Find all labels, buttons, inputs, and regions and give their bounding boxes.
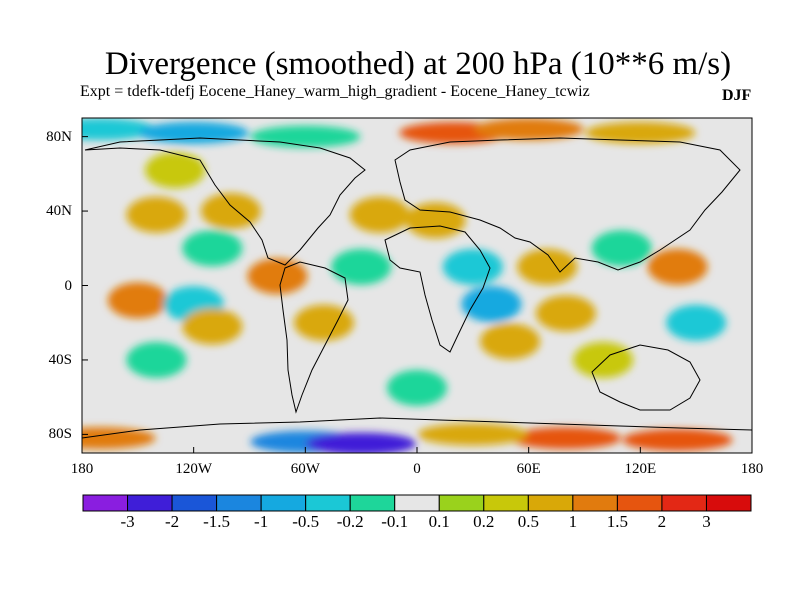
- colorbar-swatch: [572, 494, 618, 512]
- field-feature-0: [82, 118, 156, 141]
- colorbar-label: 0.2: [473, 512, 495, 531]
- colorbar-label: -0.5: [292, 512, 320, 531]
- field-feature-27: [126, 341, 187, 378]
- field-feature-24: [647, 248, 708, 285]
- field-feature-16: [349, 196, 410, 233]
- map-area: [82, 118, 752, 453]
- colorbar-label: 1: [568, 512, 578, 531]
- field-feature-20: [480, 323, 541, 360]
- lon-ticks: [81, 447, 753, 453]
- field-feature-6: [145, 152, 206, 189]
- lon-label: 180: [740, 461, 764, 477]
- coastline-eurasia: [394, 137, 741, 273]
- field-feature-26: [573, 341, 634, 378]
- field-feature-18: [442, 248, 503, 285]
- colorbar-label: -0.1: [381, 512, 409, 531]
- lon-label: 60W: [290, 461, 320, 477]
- field-feature-10: [107, 282, 168, 319]
- colorbar-swatch: [527, 494, 574, 512]
- field-feature-8: [200, 193, 261, 230]
- field-feature-31: [306, 432, 417, 453]
- coastline-north-america: [84, 137, 366, 266]
- lat-label: 0: [64, 277, 73, 294]
- colorbar-swatch: [349, 494, 396, 512]
- colorbar-swatch: [661, 494, 707, 512]
- field-feature-9: [182, 230, 243, 267]
- lat-label: 80N: [46, 128, 72, 145]
- field-feature-13: [247, 258, 308, 295]
- coastline-australia: [591, 344, 701, 411]
- season-label: DJF: [722, 87, 752, 104]
- field-feature-1: [138, 121, 249, 144]
- field-feature-29: [82, 427, 156, 450]
- lat-label: 80S: [48, 426, 72, 443]
- lat-label: 40N: [46, 203, 72, 220]
- colorbar-label: -2: [164, 512, 180, 531]
- field-feature-4: [473, 118, 584, 141]
- colorbar-label: -1: [254, 512, 269, 531]
- colorbar-swatch: [216, 494, 262, 512]
- lat-ticks: [82, 136, 88, 435]
- field-feature-33: [622, 428, 733, 451]
- colorbar-label: -1.5: [203, 512, 231, 531]
- coastline-antarctica: [82, 417, 752, 439]
- colorbar-label: -3: [120, 512, 135, 531]
- colorbar-swatch: [616, 494, 663, 512]
- lon-label: 120E: [624, 461, 657, 477]
- lon-label: 0: [413, 461, 421, 477]
- lon-label: 60E: [516, 461, 541, 477]
- lon-label: 120W: [175, 461, 212, 477]
- colorbar-swatch: [438, 494, 485, 512]
- field-feature-32: [510, 427, 621, 450]
- colorbar-swatch: [82, 494, 129, 512]
- field-feature-22: [535, 295, 596, 332]
- colorbar-swatch: [127, 494, 173, 512]
- lat-label: 40S: [48, 351, 72, 368]
- colorbar-label: 2: [657, 512, 667, 531]
- field-feature-28: [387, 369, 447, 406]
- colorbar-label: 0.5: [517, 512, 539, 531]
- field-feature-12: [182, 308, 243, 345]
- field-feature-21: [517, 248, 578, 285]
- colorbar-swatch: [483, 494, 529, 512]
- colorbar-swatch: [260, 494, 307, 512]
- colorbar-label: 0.1: [428, 512, 450, 531]
- colorbar: [82, 494, 752, 512]
- chart-title: Divergence (smoothed) at 200 hPa (10**6 …: [104, 46, 732, 82]
- coastlines: [82, 137, 752, 439]
- colorbar-swatch: [394, 494, 440, 512]
- colorbar-swatch: [305, 494, 351, 512]
- field-feature-5: [585, 121, 696, 144]
- field-feature-23: [591, 230, 652, 267]
- field-feature-34: [417, 423, 528, 446]
- field-feature-19: [461, 286, 522, 323]
- colorbar-swatch: [705, 494, 752, 512]
- colorbar-label: 1.5: [606, 512, 629, 531]
- colorbar-label: 3: [702, 512, 711, 531]
- coastline-africa: [384, 225, 491, 353]
- chart-subtitle: Expt = tdefk-tdefj Eocene_Haney_warm_hig…: [80, 83, 590, 100]
- field-feature-14: [293, 304, 354, 341]
- field-feature-7: [126, 196, 187, 233]
- field-feature-2: [250, 125, 361, 148]
- colorbar-label: -0.2: [336, 512, 364, 531]
- lon-label: 180: [70, 461, 94, 477]
- field-feature-25: [666, 304, 727, 341]
- field-feature-15: [331, 248, 392, 285]
- field-feature-17: [405, 202, 466, 239]
- coastline-south-america: [279, 261, 349, 414]
- colorbar-swatch: [171, 494, 218, 512]
